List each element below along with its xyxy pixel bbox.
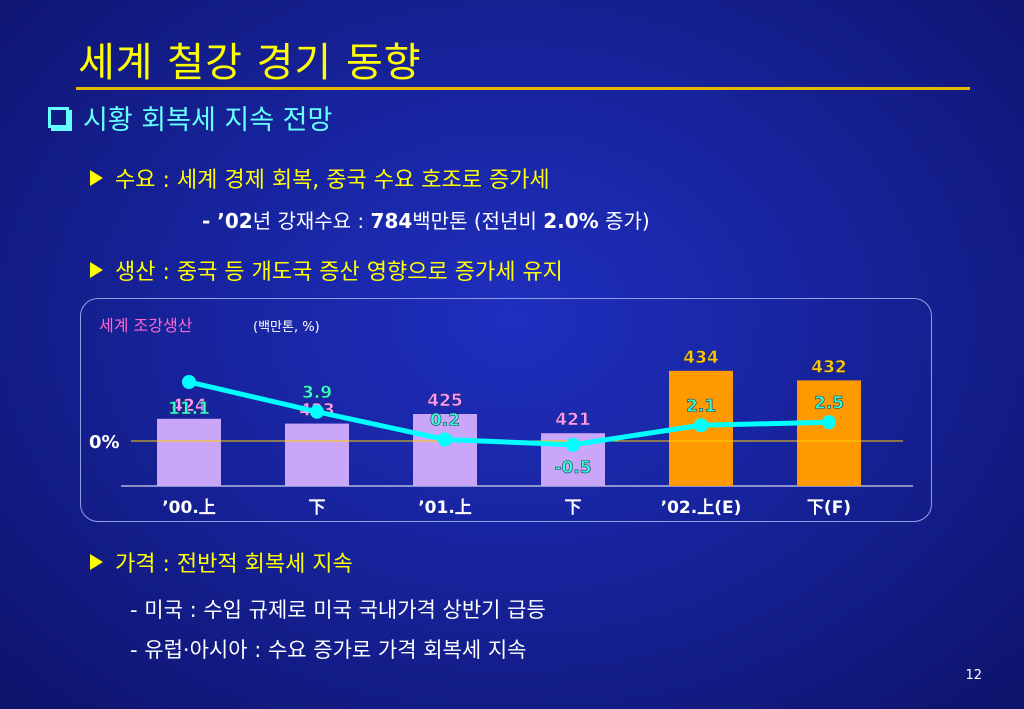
- growth-line: [188, 379, 830, 448]
- chart-title: 세계 조강생산: [99, 316, 193, 335]
- growth-value-label: 2.1: [686, 396, 716, 416]
- production-bullet: 생산 : 중국 등 개도국 증산 영향으로 증가세 유지: [90, 254, 563, 286]
- bar-2: [413, 414, 477, 486]
- growth-point: [694, 418, 708, 433]
- checkbox-bullet-icon: [48, 107, 69, 128]
- growth-value-label: 0.2: [430, 411, 460, 431]
- x-tick-label: ’01.上: [418, 498, 472, 518]
- demand-detail-year: 02: [224, 209, 253, 233]
- bar-value-label: 424: [171, 396, 207, 416]
- bar-1: [285, 423, 349, 486]
- demand-detail-unit: 백만톤 (: [412, 209, 482, 233]
- demand-detail-end: 증가): [598, 209, 650, 233]
- triangle-bullet-icon: [90, 262, 103, 278]
- triangle-bullet-icon: [90, 170, 103, 186]
- growth-value-label: -0.5: [554, 458, 591, 478]
- demand-label: 수요 : 세계 경제 회복, 중국 수요 호조로 증가세: [115, 168, 550, 193]
- steel-production-chart: 세계 조강생산(백만톤, %)424’00.上423下425’01.上421下4…: [89, 316, 913, 518]
- growth-point: [310, 404, 324, 419]
- page-number: 12: [965, 668, 982, 683]
- demand-detail: - ’02년 강재수요 : 784백만톤 (전년비 2.0% 증가): [202, 205, 650, 234]
- production-label: 생산 : 중국 등 개도국 증산 영향으로 증가세 유지: [115, 260, 563, 285]
- growth-point: [566, 437, 580, 452]
- growth-value-label: 3.9: [302, 383, 332, 403]
- bar-value-label: 432: [811, 357, 847, 377]
- section-heading: 시황 회복세 지속 전망: [48, 98, 332, 137]
- demand-bullet: 수요 : 세계 경제 회복, 중국 수요 호조로 증가세: [90, 162, 550, 194]
- growth-value-label: 2.5: [814, 393, 844, 413]
- x-tick-label: 下(F): [807, 498, 851, 518]
- x-tick-label: 下: [565, 498, 582, 518]
- title-divider: [76, 87, 970, 90]
- triangle-bullet-icon: [90, 554, 103, 570]
- x-tick-label: ’00.上: [162, 498, 216, 518]
- x-tick-label: ’02.上(E): [661, 498, 742, 518]
- demand-detail-prefix: - ’: [202, 209, 225, 233]
- price-line-eu-asia: - 유럽·아시아 : 수요 증가로 가격 회복세 지속: [130, 638, 527, 662]
- chart-panel: 세계 조강생산(백만톤, %)424’00.上423下425’01.上421下4…: [80, 298, 932, 522]
- price-bullet: 가격 : 전반적 회복세 지속: [90, 546, 353, 578]
- growth-point: [182, 375, 196, 389]
- price-line-us: - 미국 : 수입 규제로 미국 국내가격 상반기 급등: [130, 598, 546, 622]
- bar-0: [157, 418, 221, 486]
- demand-detail-tail: 전년비: [481, 209, 544, 233]
- bar-value-label: 425: [427, 391, 463, 411]
- demand-detail-pct: 2.0%: [543, 209, 599, 233]
- bar-5: [797, 380, 861, 486]
- slide-title: 세계 철강 경기 동향: [78, 40, 422, 86]
- growth-point: [438, 432, 452, 447]
- demand-detail-value: 784: [370, 209, 413, 233]
- bar-value-label: 434: [683, 348, 719, 368]
- zero-label: 0%: [89, 432, 120, 453]
- bar-value-label: 421: [555, 410, 591, 430]
- price-label: 가격 : 전반적 회복세 지속: [115, 552, 353, 577]
- chart-unit: (백만톤, %): [253, 320, 320, 335]
- section-heading-text: 시황 회복세 지속 전망: [83, 105, 333, 136]
- growth-value-label: 11.1: [168, 399, 210, 419]
- growth-point: [822, 415, 836, 430]
- x-tick-label: 下: [309, 498, 326, 518]
- demand-detail-mid: 년 강재수요 :: [252, 209, 371, 233]
